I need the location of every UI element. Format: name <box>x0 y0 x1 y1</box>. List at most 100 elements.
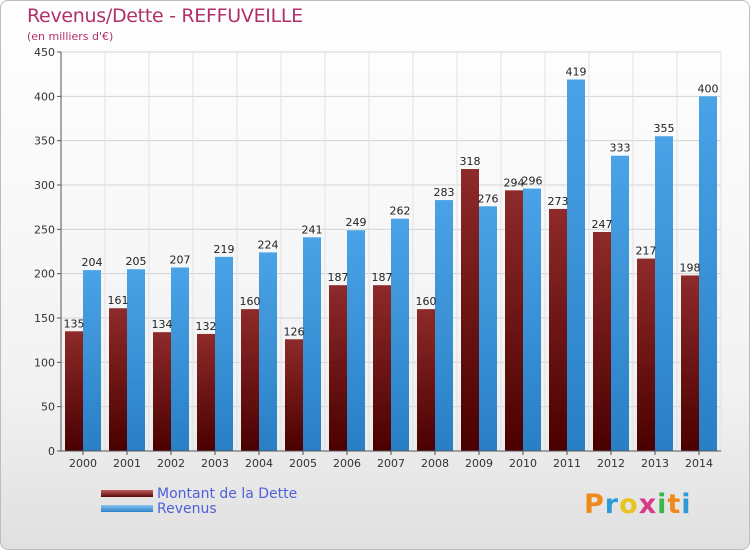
bar-revenue <box>259 252 277 451</box>
chart-title: Revenus/Dette - REFFUVEILLE <box>27 5 303 27</box>
data-label-debt: 294 <box>504 176 525 189</box>
bars <box>65 79 717 452</box>
x-tick-label: 2000 <box>69 457 97 470</box>
x-tick-label: 2002 <box>157 457 185 470</box>
x-tick-label: 2004 <box>245 457 273 470</box>
y-tick-label: 200 <box>34 268 55 281</box>
data-label-revenue: 204 <box>82 256 103 269</box>
bar-revenue <box>699 96 717 451</box>
bar-revenue <box>83 270 101 451</box>
data-label-debt: 187 <box>372 271 393 284</box>
x-tick-label: 2005 <box>289 457 317 470</box>
data-label-revenue: 219 <box>214 243 235 256</box>
bar-revenue <box>655 136 673 451</box>
y-tick-label: 450 <box>34 46 55 59</box>
data-label-revenue: 205 <box>126 255 147 268</box>
legend-swatch-revenue <box>101 505 153 512</box>
data-label-debt: 160 <box>240 295 261 308</box>
bar-revenue <box>523 188 541 451</box>
y-tick-label: 0 <box>48 445 55 458</box>
data-label-debt: 161 <box>108 294 129 307</box>
legend-swatch-debt <box>101 490 153 497</box>
y-tick-label: 150 <box>34 312 55 325</box>
bar-revenue <box>171 267 189 451</box>
bar-debt <box>65 331 83 451</box>
bar-revenue <box>391 218 409 451</box>
legend-label-revenue: Revenus <box>157 501 217 517</box>
bar-debt <box>637 258 655 451</box>
bar-debt <box>417 309 435 451</box>
y-tick-label: 300 <box>34 179 55 192</box>
data-label-revenue: 419 <box>566 65 587 78</box>
logo-letter: i <box>681 489 692 520</box>
data-label-debt: 132 <box>196 320 217 333</box>
data-label-debt: 160 <box>416 295 437 308</box>
data-label-revenue: 207 <box>170 253 191 266</box>
data-label-revenue: 400 <box>698 82 719 95</box>
x-tick-label: 2003 <box>201 457 229 470</box>
proxiti-logo: Proxiti <box>584 489 692 520</box>
data-label-revenue: 249 <box>346 216 367 229</box>
data-label-debt: 273 <box>548 195 569 208</box>
x-tick-label: 2010 <box>509 457 537 470</box>
bar-debt <box>461 169 479 452</box>
data-label-revenue: 333 <box>610 142 631 155</box>
logo-letter: x <box>638 489 658 520</box>
x-tick-label: 2011 <box>553 457 581 470</box>
x-tick-label: 2008 <box>421 457 449 470</box>
logo-letter: P <box>584 489 605 520</box>
x-tick-label: 2014 <box>685 457 713 470</box>
y-tick-label: 350 <box>34 135 55 148</box>
bar-revenue <box>611 155 629 452</box>
logo-letter: o <box>619 489 639 520</box>
data-label-debt: 217 <box>636 245 657 258</box>
bar-debt <box>681 275 699 451</box>
data-label-revenue: 224 <box>258 238 279 251</box>
data-label-debt: 135 <box>64 317 85 330</box>
x-tick-label: 2009 <box>465 457 493 470</box>
bar-debt <box>329 285 347 451</box>
bar-debt <box>109 308 127 451</box>
x-tick-label: 2006 <box>333 457 361 470</box>
data-label-debt: 318 <box>460 155 481 168</box>
data-label-debt: 247 <box>592 218 613 231</box>
data-label-revenue: 283 <box>434 186 455 199</box>
bar-revenue <box>435 200 453 451</box>
logo-letter: i <box>657 489 668 520</box>
bar-revenue <box>303 237 321 451</box>
y-tick-label: 100 <box>34 356 55 369</box>
data-label-revenue: 276 <box>478 192 499 205</box>
bar-debt <box>373 285 391 451</box>
bar-debt <box>549 208 567 451</box>
y-tick-label: 250 <box>34 223 55 236</box>
axes: 0 50 100 150 200 250 300 350 400 450 2000 2001 2002 2… <box>34 46 721 470</box>
bar-revenue <box>567 79 585 451</box>
data-label-debt: 134 <box>152 318 173 331</box>
x-tick-label: 2007 <box>377 457 405 470</box>
bar-revenue <box>347 230 365 451</box>
x-tick-label: 2012 <box>597 457 625 470</box>
x-tick-label: 2001 <box>113 457 141 470</box>
bar-debt <box>505 190 523 451</box>
bar-revenue <box>479 206 497 451</box>
bar-revenue <box>127 269 145 451</box>
x-tick-label: 2013 <box>641 457 669 470</box>
data-label-revenue: 241 <box>302 223 323 236</box>
bar-debt <box>285 339 303 451</box>
data-label-debt: 187 <box>328 271 349 284</box>
data-label-debt: 198 <box>680 261 701 274</box>
data-labels: 135 204 161 205 134 207 132 219 160 224 126 241 187 2… <box>64 65 719 338</box>
y-tick-label: 50 <box>41 401 55 414</box>
bar-revenue <box>215 256 233 451</box>
bar-debt <box>197 333 215 451</box>
bar-debt <box>153 332 171 451</box>
logo-letter: r <box>604 489 620 520</box>
legend-label-debt: Montant de la Dette <box>157 486 298 502</box>
chart-subtitle: (en milliers d'€) <box>27 30 114 43</box>
data-label-revenue: 296 <box>522 175 543 188</box>
data-label-debt: 126 <box>284 325 305 338</box>
data-label-revenue: 262 <box>390 205 411 218</box>
logo-letter: t <box>667 489 682 520</box>
